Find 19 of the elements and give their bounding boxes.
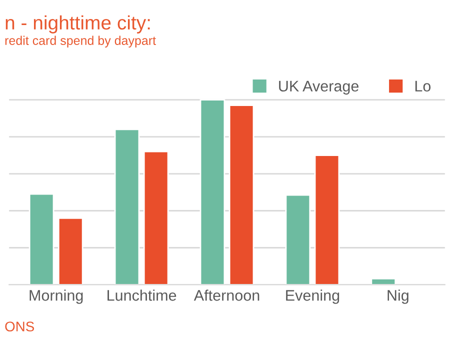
x-tick-label: Evening <box>286 290 340 304</box>
bar <box>114 128 140 285</box>
x-tick-label: Afternoon <box>194 290 260 301</box>
bar <box>58 217 84 285</box>
bar <box>28 193 54 285</box>
legend-label: Lo <box>415 80 431 92</box>
x-tick-label: Lunchtime <box>108 290 176 301</box>
legend-label: UK Average <box>279 80 358 95</box>
x-tick-label: Morning <box>30 290 83 304</box>
x-tick-label: Nig <box>388 290 408 304</box>
bar <box>314 154 340 285</box>
bar <box>285 194 311 285</box>
bar <box>200 99 226 285</box>
chart-title: n - nighttime city: <box>6 15 150 34</box>
bar <box>370 278 396 285</box>
bar <box>143 150 169 285</box>
chart-subtitle: redit card spend by daypart <box>5 36 156 48</box>
bar <box>228 104 254 285</box>
text: ONS <box>5 322 34 332</box>
